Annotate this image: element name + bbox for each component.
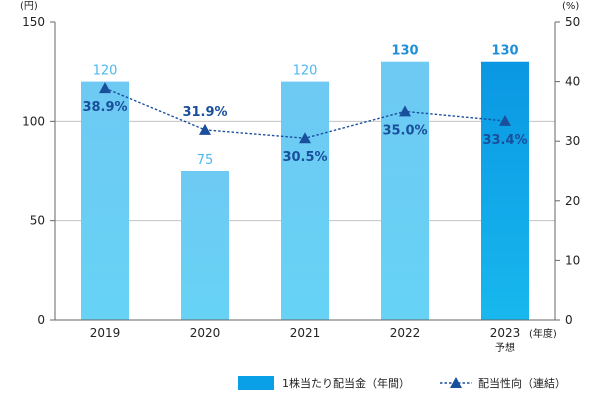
x-tick-sublabel: 予想 — [495, 341, 515, 354]
right-tick-label: 50 — [565, 15, 580, 29]
bar-value-label: 130 — [391, 44, 418, 59]
payout-point-2021 — [299, 132, 311, 144]
payout-line — [99, 82, 511, 144]
left-axis-unit: (円) — [20, 1, 38, 12]
legend-line-label: 配当性向（連結） — [478, 376, 566, 390]
payout-point-2023 — [499, 114, 511, 126]
x-tick-label: 2020 — [190, 326, 221, 340]
right-tick-label: 20 — [565, 194, 580, 208]
payout-value-label: 33.4% — [482, 133, 527, 148]
bar-2021 — [281, 81, 329, 320]
right-tick-label: 30 — [565, 134, 580, 148]
x-tick-label: 2022 — [390, 326, 421, 340]
right-tick-label: 10 — [565, 253, 580, 267]
bar-value-label: 120 — [93, 64, 118, 79]
left-tick-label: 100 — [22, 114, 45, 128]
right-axis-unit: (%) — [562, 1, 579, 12]
legend-bar-label: 1株当たり配当金（年間） — [282, 376, 410, 390]
left-tick-label: 150 — [22, 15, 45, 29]
legend-bar-swatch — [238, 376, 274, 390]
axes: 0 50 100 150 0 10 20 30 40 50 (円) (%) 2019 2020 2021 20… — [20, 1, 580, 354]
payout-point-2019 — [99, 82, 111, 94]
payout-value-label: 38.9% — [82, 100, 127, 115]
x-tick-label: 2021 — [290, 326, 321, 340]
data-labels: 120 75 120 130 130 38.9% 31.9% 30.5% 35.0% 33.4% — [82, 44, 527, 168]
payout-value-label: 31.9% — [182, 105, 227, 120]
legend-triangle-marker — [450, 377, 462, 388]
left-tick-label: 0 — [37, 313, 45, 327]
payout-value-label: 30.5% — [282, 150, 327, 165]
payout-value-label: 35.0% — [382, 123, 427, 138]
bar-value-label: 120 — [293, 64, 318, 79]
right-tick-label: 0 — [565, 313, 573, 327]
payout-point-2020 — [199, 123, 211, 135]
legend: 1株当たり配当金（年間） 配当性向（連結） — [238, 376, 566, 390]
x-axis-suffix: (年度) — [529, 327, 557, 340]
x-tick-label: 2019 — [90, 326, 121, 340]
right-tick-label: 40 — [565, 75, 580, 89]
left-tick-label: 50 — [30, 214, 45, 228]
bars — [81, 61, 529, 320]
bar-2023 — [481, 61, 529, 320]
bar-2019 — [81, 81, 129, 320]
bar-2020 — [181, 171, 229, 320]
payout-point-2022 — [399, 105, 411, 117]
bar-value-label: 75 — [197, 153, 214, 168]
bar-value-label: 130 — [491, 44, 518, 59]
x-tick-label: 2023 — [490, 326, 521, 340]
bar-2022 — [381, 61, 429, 320]
